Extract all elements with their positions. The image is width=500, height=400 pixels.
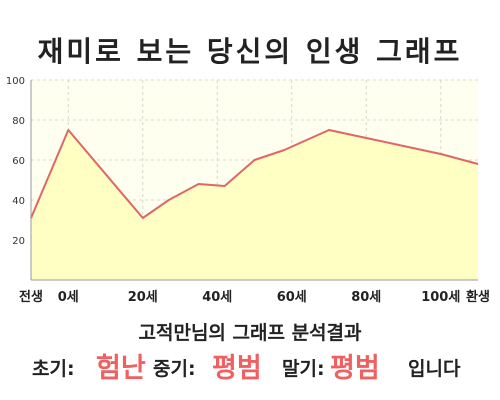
x-tick-labels: 전생 0세 20세 40세 60세 80세 100세 환생 — [19, 289, 490, 305]
axes — [30, 80, 478, 281]
x-tick-label: 환생 — [466, 289, 490, 305]
x-tick-label: 40세 — [202, 290, 232, 305]
early-label: 초기: — [32, 358, 75, 380]
analysis-result: 초기: 험난 중기: 평범 말기: 평범 입니다 — [0, 344, 500, 384]
life-line — [30, 129, 479, 219]
page-title: 재미로 보는 당신의 인생 그래프 — [37, 35, 463, 68]
late-value: 평범 — [330, 353, 380, 384]
late-label: 말기: — [282, 358, 325, 380]
y-tick-labels: 20 40 60 80 100 — [6, 76, 25, 247]
analysis-subtitle: 고적만님의 그래프 분석결과 — [138, 322, 362, 344]
middle-value: 평범 — [212, 353, 262, 384]
y-tick-label: 80 — [12, 116, 25, 127]
x-tick-label: 80세 — [351, 290, 381, 305]
life-area — [31, 130, 478, 280]
x-tick-label: 100세 — [421, 290, 460, 305]
early-value: 험난 — [96, 353, 146, 384]
x-tick-label: 60세 — [277, 290, 307, 305]
y-tick-label: 40 — [12, 196, 25, 207]
result-ending: 입니다 — [408, 358, 461, 380]
x-tick-label: 0세 — [58, 290, 79, 305]
x-tick-label: 전생 — [19, 289, 43, 305]
middle-label: 중기: — [153, 358, 196, 380]
y-tick-label: 60 — [12, 156, 25, 167]
y-tick-label: 20 — [12, 236, 25, 247]
x-tick-label: 20세 — [128, 290, 158, 305]
y-tick-label: 100 — [6, 76, 25, 87]
